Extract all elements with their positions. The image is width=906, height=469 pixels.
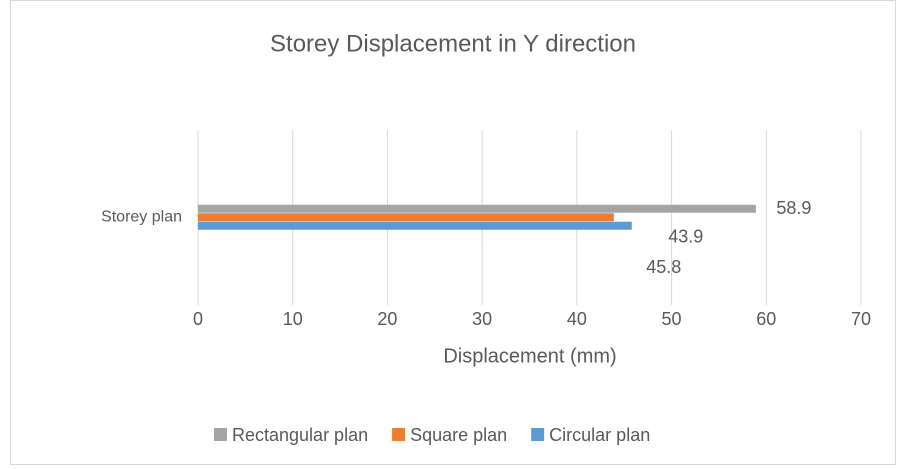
x-tick-label: 30 xyxy=(472,309,492,329)
x-tick-label: 50 xyxy=(662,309,682,329)
chart-title: Storey Displacement in Y direction xyxy=(270,30,636,57)
x-tick-label: 70 xyxy=(851,309,871,329)
legend-swatch xyxy=(392,428,406,441)
y-tick-label: Storey plan xyxy=(101,209,182,226)
legend-label: Square plan xyxy=(410,425,507,445)
bar xyxy=(198,204,756,213)
x-tick-label: 40 xyxy=(567,309,587,329)
x-tick-label: 10 xyxy=(283,309,303,329)
legend-label: Circular plan xyxy=(549,425,650,445)
bar xyxy=(198,221,632,230)
legend-swatch xyxy=(214,428,227,441)
legend-label: Rectangular plan xyxy=(232,425,368,445)
x-tick-label: 60 xyxy=(756,309,776,329)
x-tick-label: 20 xyxy=(377,309,397,329)
chart-border xyxy=(10,0,896,465)
legend-swatch xyxy=(531,428,545,441)
x-tick-label: 0 xyxy=(193,309,203,329)
bar xyxy=(198,213,614,222)
data-label: 58.9 xyxy=(776,198,811,218)
data-label: 43.9 xyxy=(668,226,703,246)
data-label: 45.8 xyxy=(646,257,681,277)
x-axis-title: Displacement (mm) xyxy=(443,345,616,367)
